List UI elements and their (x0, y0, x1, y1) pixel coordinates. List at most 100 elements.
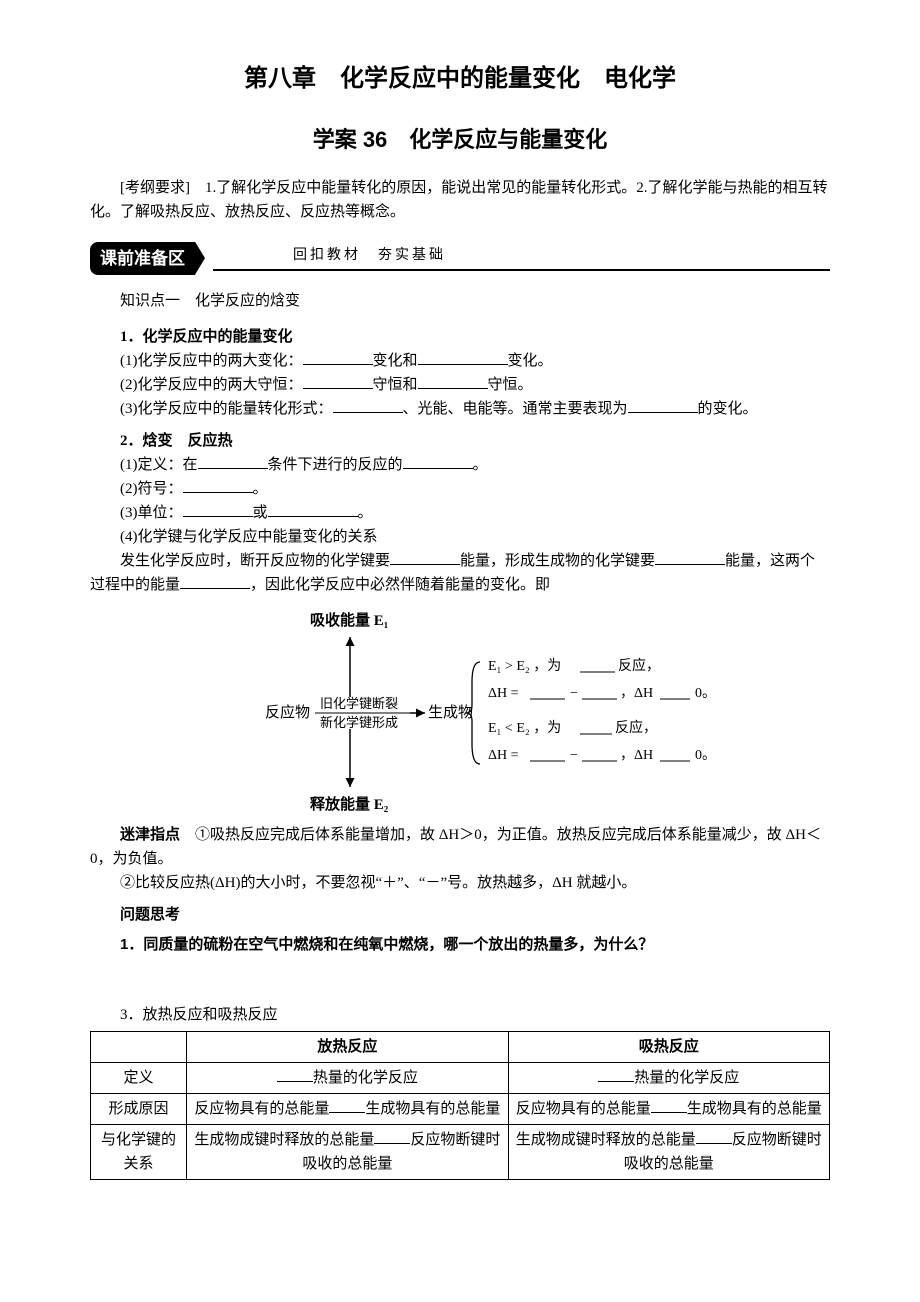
reactant-label: 反应物 (265, 703, 310, 721)
svg-text:ΔH =: ΔH = (488, 748, 519, 763)
reaction-table: 放热反应 吸热反应 定义 热量的化学反应 热量的化学反应 形成原因 反应物具有的… (90, 1031, 830, 1180)
table-row: 定义 热量的化学反应 热量的化学反应 (91, 1062, 830, 1093)
section-banner: 课前准备区 回扣教材 夯实基础 (90, 242, 830, 275)
sec2-p1: (1)定义：在 条件下进行的反应的 。 (90, 453, 830, 477)
text: 变化。 (508, 353, 553, 369)
text: ，因此化学反应中必然伴随着能量的变化。即 (250, 577, 550, 593)
blank (303, 349, 373, 365)
row-label: 定义 (91, 1062, 187, 1093)
svg-text:−: − (570, 686, 578, 701)
mizhi-2: ②比较反应热(ΔH)的大小时，不要忽视“＋”、“－”号。放热越多，ΔH 就越小。 (90, 871, 830, 895)
blank (403, 453, 473, 469)
svg-text:E₁ > E₂ ，为: E₁ > E₂ ，为 (488, 658, 561, 674)
text: (2)化学反应中的两大守恒： (120, 377, 303, 393)
cell: 反应物具有的总能量 生成物具有的总能量 (508, 1093, 829, 1124)
th-endo: 吸热反应 (508, 1031, 829, 1062)
lesson-title: 学案 36 化学反应与能量变化 (90, 122, 830, 157)
sec2-p2: (2)符号： 。 (90, 477, 830, 501)
blank (696, 1128, 732, 1144)
text: (1)化学反应中的两大变化： (120, 353, 303, 369)
text: 反应物具有的总能量 (516, 1101, 651, 1117)
blank (418, 373, 488, 389)
cell: 生成物成键时释放的总能量反应物断键时吸收的总能量 (508, 1124, 829, 1179)
text: 生成物具有的总能量 (687, 1101, 822, 1117)
cell: 反应物具有的总能量 生成物具有的总能量 (187, 1093, 508, 1124)
blank (180, 573, 250, 589)
text: 发生化学反应时，断开反应物的化学键要 (120, 553, 390, 569)
think-heading: 问题思考 (90, 903, 830, 927)
table-row: 与化学键的关系 生成物成键时释放的总能量反应物断键时吸收的总能量 生成物成键时释… (91, 1124, 830, 1179)
sec1-p1: (1)化学反应中的两大变化： 变化和 变化。 (90, 349, 830, 373)
text: 条件下进行的反应的 (268, 457, 403, 473)
release-label: 释放能量 E₂ (310, 795, 389, 813)
text: 。 (358, 505, 373, 521)
cell: 热量的化学反应 (508, 1062, 829, 1093)
answer-space (90, 957, 830, 1003)
blank (374, 1128, 410, 1144)
blank (333, 397, 403, 413)
th-blank (91, 1031, 187, 1062)
new-bond: 新化学键形成 (320, 715, 398, 730)
sec2-p3: (3)单位： 或 。 (90, 501, 830, 525)
sec1-heading: 1．化学反应中的能量变化 (90, 325, 830, 349)
blank (198, 453, 268, 469)
sec3-heading: 3．放热反应和吸热反应 (90, 1003, 830, 1027)
table-row: 放热反应 吸热反应 (91, 1031, 830, 1062)
sec2-heading: 2．焓变 反应热 (90, 429, 830, 453)
blank (628, 397, 698, 413)
blank (418, 349, 508, 365)
blank (651, 1097, 687, 1113)
blank (277, 1066, 313, 1082)
th-exo: 放热反应 (187, 1031, 508, 1062)
text: ①吸热反应完成后体系能量增加，故 ΔH＞0，为正值。放热反应完成后体系能量减少，… (90, 827, 821, 867)
text: 守恒。 (488, 377, 533, 393)
svg-text:0。: 0。 (695, 686, 716, 701)
svg-text:−: − (570, 748, 578, 763)
requirement-text: [考纲要求] 1.了解化学反应中能量转化的原因，能说出常见的能量转化形式。2.了… (90, 176, 830, 224)
blank (183, 501, 253, 517)
energy-diagram: 吸收能量 E₁ 反应物 旧化学键断裂 新化学键形成 生成物 释放能量 E₂ E₁… (90, 607, 830, 817)
sec2-p5: 发生化学反应时，断开反应物的化学键要能量，形成生成物的化学键要能量，这两个过程中… (90, 549, 830, 597)
text: 守恒和 (373, 377, 418, 393)
mizhi-1: 迷津指点 ①吸热反应完成后体系能量增加，故 ΔH＞0，为正值。放热反应完成后体系… (90, 823, 830, 871)
blank (329, 1097, 365, 1113)
text: 、光能、电能等。通常主要表现为 (403, 401, 628, 417)
diagram-svg: 吸收能量 E₁ 反应物 旧化学键断裂 新化学键形成 生成物 释放能量 E₂ E₁… (180, 607, 740, 817)
text: 。 (473, 457, 488, 473)
row-label: 与化学键的关系 (91, 1124, 187, 1179)
text: 能量，形成生成物的化学键要 (460, 553, 655, 569)
sec1-p2: (2)化学反应中的两大守恒： 守恒和 守恒。 (90, 373, 830, 397)
svg-text:反应，: 反应， (618, 657, 660, 674)
text: 或 (253, 505, 268, 521)
blank (268, 501, 358, 517)
text: 。 (253, 481, 268, 497)
text: (3)单位： (120, 505, 183, 521)
text: 变化和 (373, 353, 418, 369)
knowledge-point-1: 知识点一 化学反应的焓变 (90, 289, 830, 313)
mizhi-label: 迷津指点 (120, 826, 180, 843)
text: 生成物成键时释放的总能量 (194, 1132, 374, 1148)
banner-left: 课前准备区 (90, 242, 195, 275)
text: 生成物具有的总能量 (365, 1101, 500, 1117)
svg-text:反应，: 反应， (615, 719, 657, 736)
blank (598, 1066, 634, 1082)
banner-right: 回扣教材 夯实基础 (213, 245, 830, 271)
blank (183, 477, 253, 493)
chapter-title: 第八章 化学反应中的能量变化 电化学 (90, 60, 830, 98)
text: (2)符号： (120, 481, 183, 497)
sec1-p3: (3)化学反应中的能量转化形式： 、光能、电能等。通常主要表现为 的变化。 (90, 397, 830, 421)
text: (1)定义：在 (120, 457, 198, 473)
svg-text:0。: 0。 (695, 748, 716, 763)
blank (655, 549, 725, 565)
svg-text:，ΔH: ，ΔH (620, 686, 653, 701)
text: (3)化学反应中的能量转化形式： (120, 401, 333, 417)
question-1: 1．同质量的硫粉在空气中燃烧和在纯氧中燃烧，哪一个放出的热量多，为什么？ (90, 933, 830, 957)
svg-text:E₁ < E₂ ，为: E₁ < E₂ ，为 (488, 720, 561, 736)
cell: 热量的化学反应 (187, 1062, 508, 1093)
text: 热量的化学反应 (634, 1070, 739, 1086)
blank (303, 373, 373, 389)
text: 反应物具有的总能量 (194, 1101, 329, 1117)
cell: 生成物成键时释放的总能量反应物断键时吸收的总能量 (187, 1124, 508, 1179)
blank (390, 549, 460, 565)
text: 的变化。 (698, 401, 758, 417)
